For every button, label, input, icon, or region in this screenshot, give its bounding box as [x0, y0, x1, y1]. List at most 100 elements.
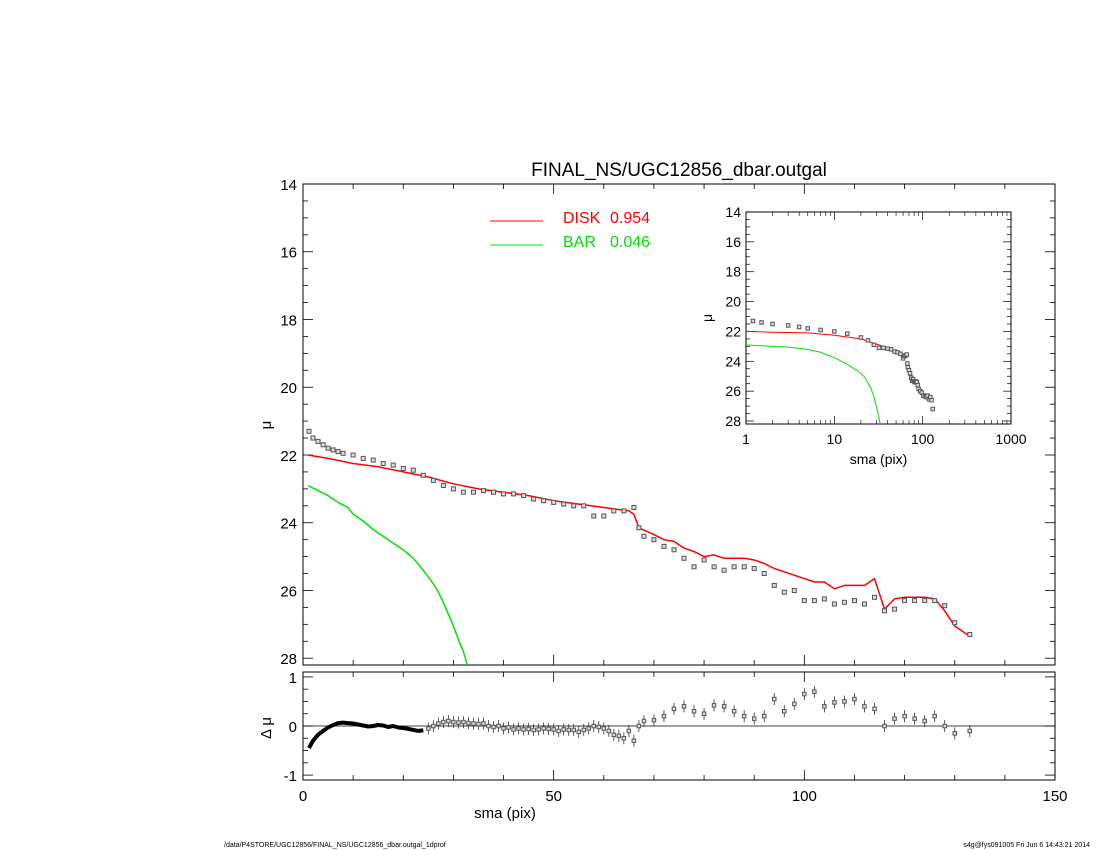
- y-tick-label: 16: [280, 245, 297, 262]
- inset-x-tick-label: 100: [911, 431, 935, 447]
- profile-data-point: [325, 445, 331, 451]
- profile-data-point: [661, 543, 667, 549]
- residual-data-point: [596, 724, 601, 730]
- inset-data-point: [898, 351, 903, 357]
- inset-plot-area: [746, 318, 935, 424]
- profile-data-point: [882, 608, 887, 614]
- x-axis-label: sma (pix): [474, 805, 536, 822]
- residual-data-point: [566, 727, 571, 733]
- inset-data-point: [871, 342, 877, 348]
- profile-data-point: [942, 603, 948, 609]
- inset-data-point: [929, 397, 934, 403]
- profile-data-point: [561, 501, 567, 507]
- residual-data-point: [631, 738, 637, 743]
- inset-data-point: [876, 345, 882, 351]
- profile-data-point: [711, 564, 717, 570]
- profile-data-point: [761, 571, 767, 576]
- profile-data-point: [741, 564, 747, 570]
- residual-data-point: [842, 699, 847, 704]
- residual-data-point: [892, 716, 897, 721]
- profile-data-point: [340, 450, 346, 456]
- inset-data-point: [865, 338, 871, 343]
- profile-data-point: [631, 505, 637, 510]
- profile-data-point: [400, 466, 406, 471]
- profile-data-point: [651, 537, 657, 543]
- inset-y-tick-label: 18: [725, 264, 741, 280]
- residual-data-point: [451, 719, 456, 725]
- profile-data-point: [952, 620, 958, 626]
- profile-data-point: [320, 442, 326, 448]
- profile-data-point: [872, 594, 877, 600]
- inset-y-axis-label: μ: [699, 314, 715, 322]
- bar-component-line: [307, 484, 469, 665]
- profile-data-point: [671, 547, 677, 553]
- residual-y-axis-label: Δ μ: [258, 717, 275, 739]
- inset-data-point: [845, 331, 850, 336]
- residual-data-point: [436, 721, 441, 726]
- inset-y-tick-label: 20: [725, 294, 741, 310]
- profile-data-point: [306, 428, 312, 434]
- residual-data-point: [616, 733, 622, 739]
- inset-x-axis-label: sma (pix): [850, 451, 908, 467]
- inset-plot-panel: 14 16 18 20 22 24 26 281 10 100 1000 sma (pix) μ: [699, 204, 1027, 467]
- profile-data-point: [731, 564, 737, 570]
- inset-data-point: [818, 327, 823, 333]
- profile-data-point: [335, 449, 341, 455]
- residual-data-point: [621, 736, 627, 741]
- residual-data-point: [822, 704, 827, 709]
- residual-data-point: [536, 727, 541, 732]
- profile-data-point: [471, 489, 476, 495]
- residual-data-point: [636, 723, 642, 729]
- residual-data-point: [556, 728, 561, 734]
- y-axis-label: μ: [258, 421, 275, 430]
- profile-data-point: [862, 601, 867, 607]
- inset-data-point: [770, 321, 775, 327]
- profile-data-point: [821, 596, 827, 602]
- residual-data-point: [792, 701, 797, 707]
- profile-data-point: [791, 588, 797, 593]
- profile-data-point: [531, 496, 537, 502]
- inset-data-point: [905, 361, 910, 366]
- residual-data-point: [812, 689, 817, 694]
- profile-data-point: [721, 567, 727, 573]
- profile-data-point: [681, 555, 687, 561]
- residual-data-point: [586, 726, 591, 731]
- residual-data-point: [601, 726, 606, 731]
- residual-data-point: [496, 723, 501, 729]
- residual-data-point: [486, 723, 491, 729]
- residual-data-point: [481, 721, 486, 726]
- residual-data-point: [516, 726, 521, 731]
- inset-x-tick-label: 1: [742, 431, 750, 447]
- profile-data-point: [902, 598, 908, 604]
- residual-data-point: [506, 725, 511, 730]
- profile-data-point: [701, 557, 707, 563]
- residual-data-point: [441, 719, 446, 725]
- residual-data-point: [862, 704, 867, 709]
- profile-data-point: [621, 508, 627, 514]
- inset-data-point: [915, 382, 920, 388]
- residual-plot-area: [307, 685, 972, 750]
- residual-data-point: [671, 706, 677, 712]
- residual-data-point: [691, 709, 697, 714]
- residual-data-point: [641, 718, 647, 724]
- profile-data-point: [370, 457, 376, 463]
- residual-data-point: [711, 703, 717, 708]
- residual-data-point: [511, 727, 516, 732]
- profile-data-point: [801, 598, 807, 604]
- main-plot-panel: 14 16 18 20 22 24 26 28 μ: [258, 177, 1056, 668]
- inset-data-point: [907, 371, 913, 376]
- residual-data-point: [561, 727, 566, 732]
- profile-data-point: [551, 499, 557, 505]
- profile-data-point: [330, 447, 336, 453]
- residual-data-point: [426, 726, 431, 731]
- residual-data-point: [782, 709, 787, 714]
- profile-data-point: [751, 566, 757, 571]
- residual-data-point: [551, 727, 556, 732]
- inset-background: [746, 212, 1011, 424]
- profile-data-point: [571, 503, 577, 509]
- residual-data-point: [581, 727, 586, 733]
- profile-data-point: [380, 461, 386, 466]
- residual-data-point: [872, 706, 877, 712]
